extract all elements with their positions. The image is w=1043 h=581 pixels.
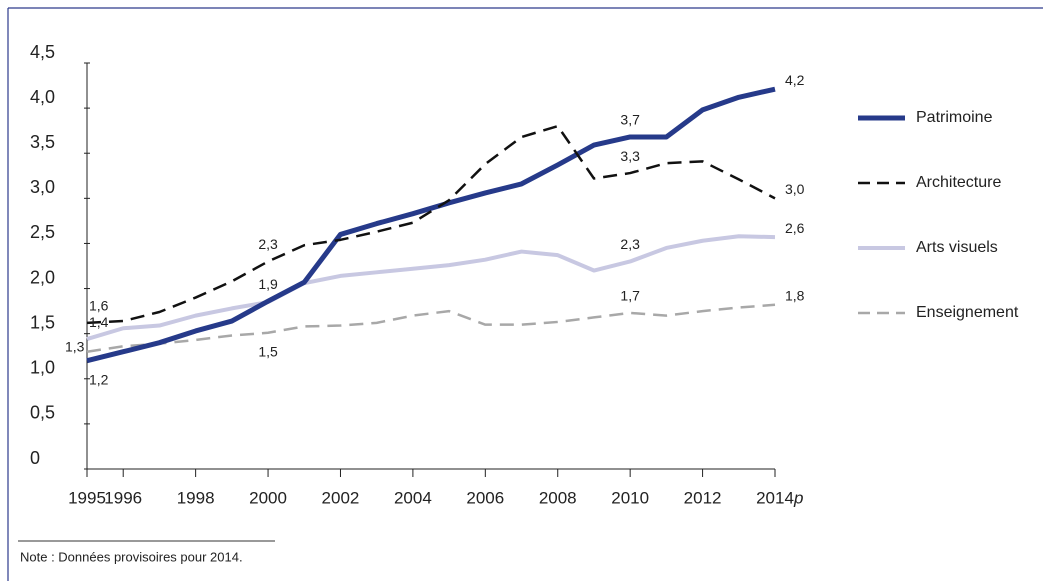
data-label: 4,2 [785, 72, 805, 88]
y-tick-label: 0 [30, 448, 40, 468]
x-suffix: p [793, 488, 803, 507]
y-tick-label: 4,5 [30, 42, 55, 62]
y-tick-label: 0,5 [30, 403, 55, 423]
legend-label: Architecture [916, 174, 1001, 191]
note: Note : Données provisoires pour 2014. [20, 549, 243, 564]
series-line [86, 124, 776, 325]
x-tick-label: 2002 [322, 488, 360, 507]
legend-label: Arts visuels [916, 239, 998, 256]
y-tick-label: 3,0 [30, 177, 55, 197]
y-tick-label: 1,5 [30, 312, 55, 332]
series-line [86, 234, 776, 341]
data-label: 1,2 [89, 371, 109, 387]
y-tick-label: 4,0 [30, 87, 55, 107]
data-label: 3,7 [620, 112, 640, 128]
data-label: 1,5 [258, 343, 278, 359]
data-label: 3,0 [785, 181, 805, 197]
data-label: 2,6 [785, 220, 805, 236]
data-label: 3,3 [620, 148, 640, 164]
x-tick-label: 2012 [684, 488, 722, 507]
data-label: 1,3 [65, 338, 85, 354]
legend-label: Patrimoine [916, 109, 993, 126]
data-label: 1,8 [785, 287, 805, 303]
y-tick-label: 3,5 [30, 132, 55, 152]
x-tick-label: 2008 [539, 488, 577, 507]
data-label: 2,3 [258, 236, 278, 252]
y-tick-label: 1,0 [30, 358, 55, 378]
x-tick-label: 2014 [756, 488, 794, 507]
x-tick-label: 1995 [68, 488, 106, 507]
x-tick-label: 2000 [249, 488, 287, 507]
y-tick-label: 2,0 [30, 267, 55, 287]
data-label: 2,3 [620, 236, 640, 252]
x-tick-label: 2004 [394, 488, 432, 507]
legend-label: Enseignement [916, 304, 1019, 321]
series-line [86, 86, 776, 364]
data-label: 1,4 [89, 314, 109, 330]
data-label: 1,9 [258, 276, 278, 292]
data-label: 1,7 [620, 288, 640, 304]
x-tick-label: 1996 [104, 488, 142, 507]
x-tick-label: 1998 [177, 488, 215, 507]
y-tick-label: 2,5 [30, 222, 55, 242]
x-tick-label: 2006 [466, 488, 504, 507]
data-label: 1,6 [89, 298, 109, 314]
x-tick-label: 2010 [611, 488, 649, 507]
series-line [86, 303, 776, 353]
